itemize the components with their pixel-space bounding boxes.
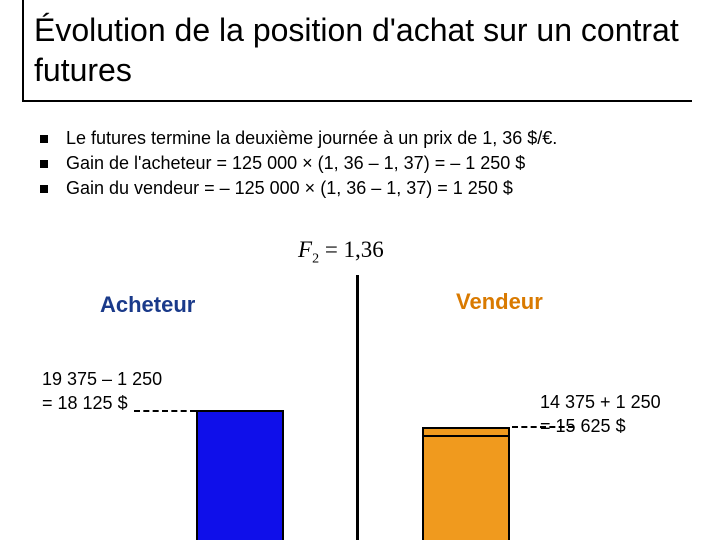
formula-lhs: F [298, 237, 312, 262]
bullet-text: Le futures termine la deuxième journée à… [66, 128, 557, 148]
acheteur-label: Acheteur [100, 292, 195, 318]
bullet-item: Le futures termine la deuxième journée à… [40, 128, 680, 149]
title-underline [22, 100, 692, 102]
vendeur-label: Vendeur [456, 289, 543, 315]
formula-sub: 2 [312, 252, 319, 267]
calc-line: 14 375 + 1 250 [540, 390, 661, 414]
vendeur-bar [422, 427, 510, 540]
acheteur-bar [196, 410, 284, 540]
bullet-text: Gain du vendeur = – 125 000 × (1, 36 – 1… [66, 178, 513, 198]
vendeur-dashed-line [512, 426, 574, 428]
formula: F2 = 1,36 [298, 237, 384, 268]
bullet-item: Gain du vendeur = – 125 000 × (1, 36 – 1… [40, 178, 680, 199]
page-title: Évolution de la position d'achat sur un … [34, 10, 694, 90]
bullet-text: Gain de l'acheteur = 125 000 × (1, 36 – … [66, 153, 525, 173]
acheteur-calc: 19 375 – 1 250 = 18 125 $ [42, 367, 162, 416]
formula-rhs: = 1,36 [319, 237, 384, 262]
vendeur-bar-inner-line [424, 435, 508, 437]
calc-line: 19 375 – 1 250 [42, 367, 162, 391]
title-left-rule [22, 0, 24, 102]
center-axis [356, 275, 359, 540]
acheteur-dashed-line [134, 410, 196, 412]
vendeur-calc: 14 375 + 1 250 = 15 625 $ [540, 390, 661, 439]
bullet-item: Gain de l'acheteur = 125 000 × (1, 36 – … [40, 153, 680, 174]
bullet-list: Le futures termine la deuxième journée à… [40, 128, 680, 203]
